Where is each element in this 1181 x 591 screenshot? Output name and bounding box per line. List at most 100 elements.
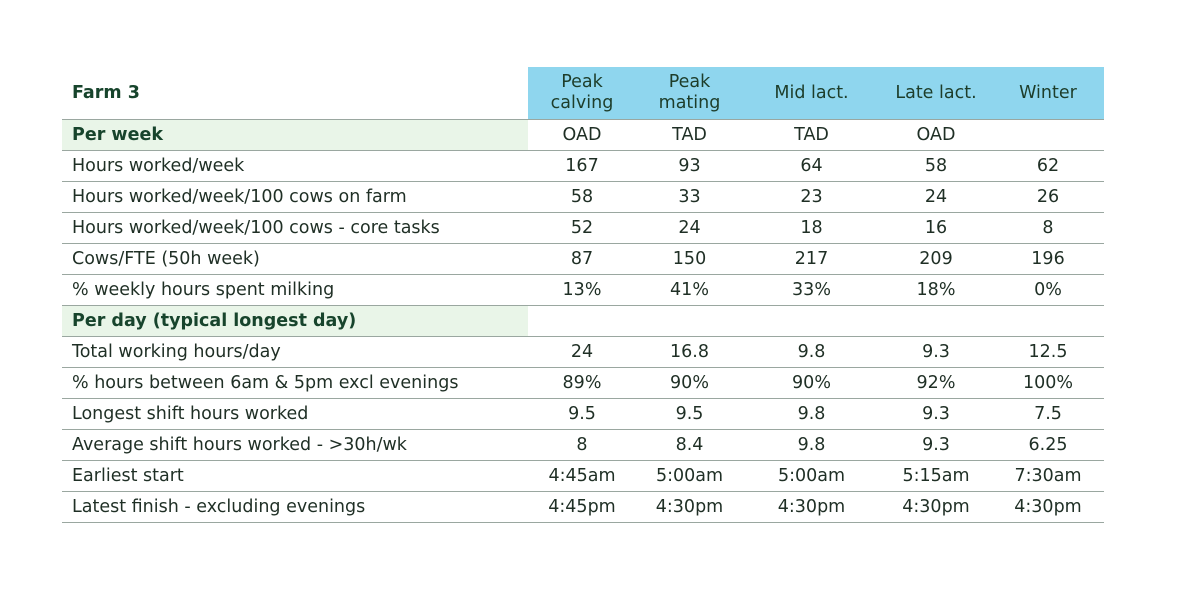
table-cell: OAD [528,119,636,151]
table-cell: 150 [636,243,743,275]
table-cell: 4:45pm [528,491,636,523]
header-row: Farm 3 Peak calving Peak mating Mid lact… [62,67,1104,120]
table-cell: 52 [528,212,636,244]
column-header-mid-lact: Mid lact. [743,67,880,120]
table-cell: 217 [743,243,880,275]
table-title: Farm 3 [62,67,528,120]
table-row: % weekly hours spent milking 13% 41% 33% 18%… [62,274,1104,306]
section-label: Per day (typical longest day) [62,305,528,337]
table-cell [528,305,636,337]
table-cell [992,305,1104,337]
section-label: Per week [62,119,528,151]
table-cell: 64 [743,150,880,182]
table-cell: 9.3 [880,336,992,368]
table-cell: 16 [880,212,992,244]
table-cell: 24 [528,336,636,368]
row-label: Hours worked/week/100 cows - core tasks [62,212,528,244]
row-label: Latest finish - excluding evenings [62,491,528,523]
farm-labour-table: Farm 3 Peak calving Peak mating Mid lact… [62,67,1104,523]
table-row: Cows/FTE (50h week) 87 150 217 209 196 [62,243,1104,275]
table-cell: TAD [743,119,880,151]
table-cell [636,305,743,337]
section-row: Per week OAD TAD TAD OAD [62,119,1104,151]
table-row: Hours worked/week/100 cows - core tasks 5… [62,212,1104,244]
row-label: Hours worked/week [62,150,528,182]
table-cell: 13% [528,274,636,306]
table-row: % hours between 6am & 5pm excl evenings 8… [62,367,1104,399]
table-cell: 7:30am [992,460,1104,492]
table-row: Average shift hours worked - >30h/wk 8 8.4… [62,429,1104,461]
table-cell: 4:30pm [880,491,992,523]
table-cell: 24 [636,212,743,244]
row-label: Cows/FTE (50h week) [62,243,528,275]
row-label: Total working hours/day [62,336,528,368]
table-cell: 6.25 [992,429,1104,461]
column-header-line: Peak [561,72,603,92]
table-cell: 90% [636,367,743,399]
row-label: Hours worked/week/100 cows on farm [62,181,528,213]
row-label: Average shift hours worked - >30h/wk [62,429,528,461]
table-cell: 0% [992,274,1104,306]
table-cell: 8 [992,212,1104,244]
table-cell [992,119,1104,151]
row-label: Earliest start [62,460,528,492]
table-cell: 87 [528,243,636,275]
table-cell: 12.5 [992,336,1104,368]
table-cell [743,305,880,337]
table-cell: 4:30pm [636,491,743,523]
table-cell: 196 [992,243,1104,275]
column-header-peak-mating: Peak mating [636,67,743,120]
table-cell: 4:45am [528,460,636,492]
table-cell: 5:15am [880,460,992,492]
table-cell: 92% [880,367,992,399]
table-cell: 58 [528,181,636,213]
table-cell: 58 [880,150,992,182]
table-cell: 33% [743,274,880,306]
table-row: Hours worked/week/100 cows on farm 58 33 23… [62,181,1104,213]
table-cell: 18 [743,212,880,244]
table-row: Latest finish - excluding evenings 4:45pm… [62,491,1104,523]
table-cell: 90% [743,367,880,399]
row-label: % hours between 6am & 5pm excl evenings [62,367,528,399]
column-header-line: calving [550,93,614,113]
column-header-peak-calving: Peak calving [528,67,636,120]
row-label: Longest shift hours worked [62,398,528,430]
table-cell: 9.3 [880,429,992,461]
table-cell: 26 [992,181,1104,213]
table-cell: 89% [528,367,636,399]
table-row: Earliest start 4:45am 5:00am 5:00am 5:15am 7:… [62,460,1104,492]
column-header-line: Peak [668,72,711,92]
table-cell: 4:30pm [992,491,1104,523]
section-row: Per day (typical longest day) [62,305,1104,337]
table-row: Hours worked/week 167 93 64 58 62 [62,150,1104,182]
table-cell: 23 [743,181,880,213]
table-cell: 9.3 [880,398,992,430]
table-row: Longest shift hours worked 9.5 9.5 9.8 9.3 7.… [62,398,1104,430]
table-cell: 209 [880,243,992,275]
table-cell: 18% [880,274,992,306]
table-cell [880,305,992,337]
table-cell: 4:30pm [743,491,880,523]
column-header-late-lact: Late lact. [880,67,992,120]
table-cell: 8 [528,429,636,461]
table-cell: OAD [880,119,992,151]
table-cell: 93 [636,150,743,182]
table-cell: 8.4 [636,429,743,461]
table-cell: 100% [992,367,1104,399]
table-cell: 9.5 [528,398,636,430]
table-cell: 5:00am [636,460,743,492]
table-cell: 16.8 [636,336,743,368]
table-cell: 62 [992,150,1104,182]
table-row: Total working hours/day 24 16.8 9.8 9.3 12.5 [62,336,1104,368]
column-header-winter: Winter [992,67,1104,120]
row-label: % weekly hours spent milking [62,274,528,306]
table-cell: 7.5 [992,398,1104,430]
table-cell: 9.8 [743,398,880,430]
column-header-line: mating [658,93,721,113]
table-cell: TAD [636,119,743,151]
table-cell: 9.8 [743,336,880,368]
table-cell: 9.5 [636,398,743,430]
table-cell: 41% [636,274,743,306]
table-cell: 33 [636,181,743,213]
table-cell: 9.8 [743,429,880,461]
